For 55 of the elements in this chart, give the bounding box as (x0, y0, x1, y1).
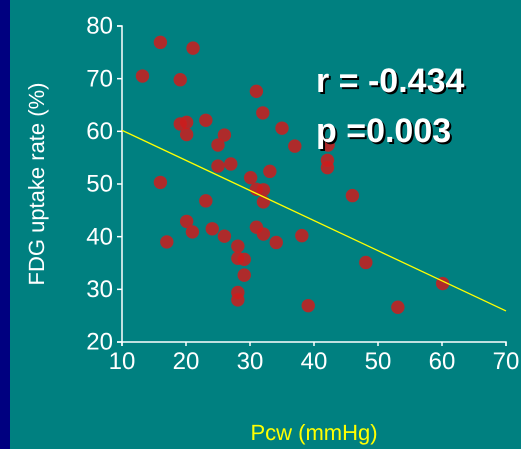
annotation: p =0.003 (318, 114, 454, 152)
x-tick-label: 60 (428, 348, 456, 376)
x-tick-label: 40 (300, 348, 328, 376)
point (359, 256, 373, 270)
point (320, 160, 334, 174)
y-tick-label: 50 (86, 170, 113, 198)
point (136, 69, 150, 83)
point (160, 235, 174, 249)
point (275, 121, 289, 135)
y-tick-label: 80 (86, 12, 113, 40)
point (391, 300, 405, 314)
point (238, 268, 251, 282)
point (270, 236, 283, 250)
point (295, 228, 309, 242)
point (288, 139, 302, 153)
point (154, 176, 168, 190)
point (180, 116, 194, 130)
point (186, 225, 200, 239)
point (231, 239, 245, 253)
point (256, 195, 270, 209)
point (180, 214, 194, 228)
point (186, 41, 200, 55)
point (302, 298, 315, 312)
point (263, 164, 277, 178)
y-tick-label: 70 (86, 65, 113, 92)
x-axis-title: Pcw (mmHg) (250, 420, 378, 445)
point (238, 252, 251, 266)
x-tick-label: 30 (236, 348, 264, 376)
point (206, 222, 219, 236)
point (346, 188, 360, 202)
y-tick-label: 40 (86, 223, 113, 250)
y-tick-label: 30 (86, 276, 113, 304)
point (174, 73, 187, 86)
x-tick-label: 50 (364, 348, 392, 376)
x-tick-label: 10 (108, 348, 136, 376)
y-axis-title: FDG uptake rate (%) (24, 82, 49, 286)
point (250, 84, 264, 98)
point (256, 183, 270, 196)
point (218, 128, 232, 142)
x-tick-label: 20 (172, 348, 200, 376)
point (199, 194, 213, 208)
point (211, 159, 225, 173)
point (180, 128, 194, 142)
point (218, 229, 232, 243)
y-tick-label: 60 (86, 118, 113, 146)
point (199, 114, 213, 127)
point (154, 36, 168, 50)
point (211, 138, 225, 152)
x-tick-label: 70 (492, 348, 520, 376)
point (256, 106, 270, 120)
point (244, 170, 258, 184)
point (231, 293, 245, 307)
point (224, 157, 238, 171)
annotation: r = -0.434 (318, 64, 466, 102)
point (256, 227, 270, 241)
